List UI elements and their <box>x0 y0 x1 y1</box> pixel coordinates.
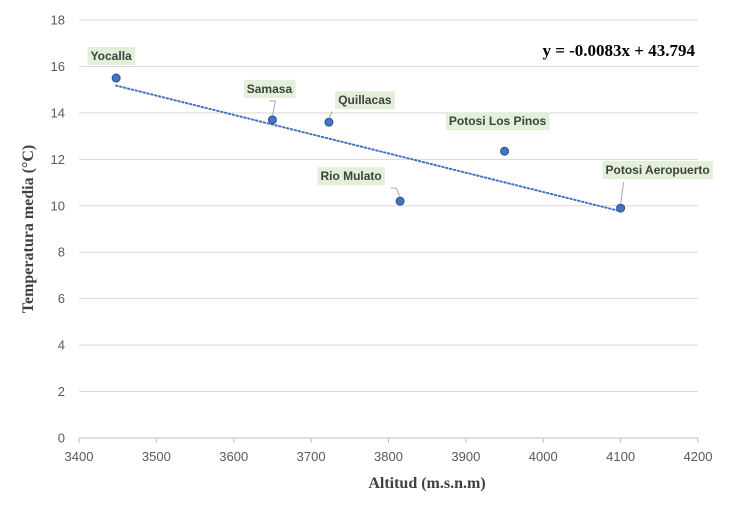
label-leader-line <box>391 187 401 198</box>
point-label-background <box>243 79 296 98</box>
y-tick-label: 8 <box>58 245 65 260</box>
x-tick-label: 3600 <box>219 449 248 464</box>
point-label-background <box>335 91 395 110</box>
data-points <box>111 73 626 213</box>
data-point <box>395 196 405 206</box>
point-label-text: Potosi Aeropuerto <box>606 163 710 177</box>
y-tick-label: 4 <box>58 338 65 353</box>
point-label: Potosi Aeropuerto <box>602 161 713 180</box>
point-label: Yocalla <box>87 47 136 66</box>
label-leader-line <box>269 100 277 116</box>
y-tick-label: 14 <box>51 105 65 120</box>
label-leader-line <box>620 182 625 205</box>
y-tick-label: 16 <box>51 59 65 74</box>
data-point <box>616 203 626 213</box>
x-tick-label: 4100 <box>606 449 635 464</box>
point-label-background <box>445 112 550 131</box>
point-label-text: Potosi Los Pinos <box>449 114 547 128</box>
y-tick-label: 6 <box>58 291 65 306</box>
x-axis-title: Altitud (m.s.n.m) <box>368 475 485 492</box>
point-label-text: Rio Mulato <box>320 169 381 183</box>
y-tick-label: 12 <box>51 152 65 167</box>
data-point <box>324 117 334 127</box>
point-label: Samasa <box>243 79 296 98</box>
data-point <box>111 73 121 83</box>
x-tick-label: 3700 <box>297 449 326 464</box>
axes: 0 2 4 6 8 10 12 14 16 18 3400 3500 3600 3700 3800 3900 4… <box>51 13 713 465</box>
point-label: Potosi Los Pinos <box>445 112 550 131</box>
gridlines <box>79 19 698 393</box>
point-label-text: Quillacas <box>338 93 392 107</box>
y-tick-label: 10 <box>51 198 65 213</box>
x-tick-label: 3900 <box>451 449 480 464</box>
y-tick-label: 2 <box>58 384 65 399</box>
point-label-text: Yocalla <box>91 49 132 63</box>
y-axis-title: Temperatura media (°C) <box>20 145 37 313</box>
point-label: Quillacas <box>335 91 395 110</box>
point-label: Rio Mulato <box>317 167 385 186</box>
data-point <box>267 115 277 125</box>
trendline <box>115 84 622 213</box>
trendline-equation: y = -0.0083x + 43.794 <box>542 41 695 60</box>
x-tick-label: 3800 <box>374 449 403 464</box>
point-label-background <box>602 161 713 180</box>
x-tick-label: 4000 <box>529 449 558 464</box>
data-point <box>500 146 510 156</box>
y-tick-label: 0 <box>58 431 65 446</box>
point-label-background <box>317 167 385 186</box>
y-tick-label: 18 <box>51 13 65 28</box>
x-tick-label: 4200 <box>684 449 713 464</box>
x-tick-label: 3500 <box>142 449 171 464</box>
label-leader-line <box>328 111 333 119</box>
point-label-background <box>87 47 136 66</box>
point-labels: Yocalla Samasa Quillacas Potosi Los Pinos Ri… <box>87 47 713 205</box>
x-tick-label: 3400 <box>65 449 94 464</box>
trendline-group <box>115 84 622 213</box>
point-label-text: Samasa <box>247 82 293 96</box>
